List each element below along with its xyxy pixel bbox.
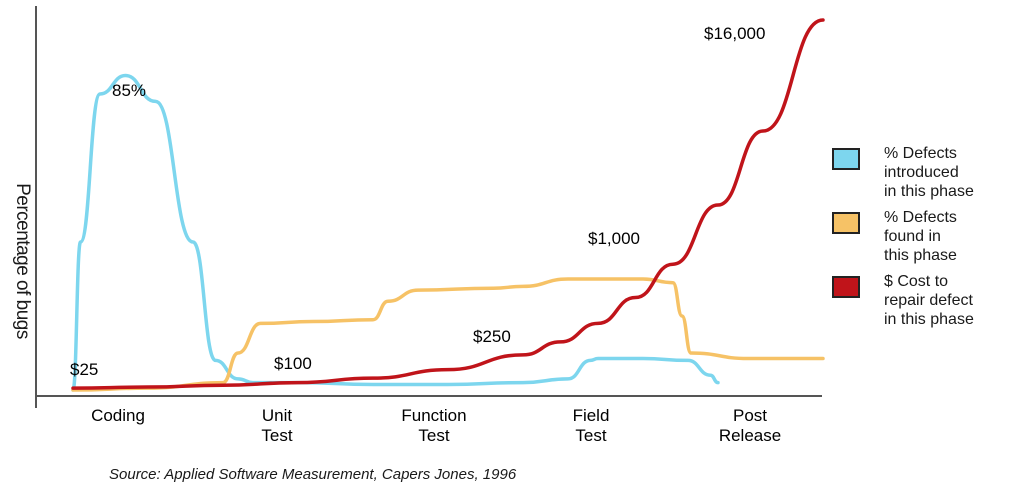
source-caption: Source: Applied Software Measurement, Ca… — [109, 466, 517, 483]
line-defects-found — [71, 277, 825, 392]
annotation-250: $250 — [473, 327, 511, 346]
x-tick-label: Function Test — [401, 406, 466, 445]
annotation-100: $100 — [274, 354, 312, 373]
x-tick-label: Post Release — [719, 406, 781, 445]
annotation-1000: $1,000 — [588, 229, 640, 248]
x-tick-label: Unit Test — [261, 406, 292, 445]
annotation-16000: $16,000 — [704, 24, 765, 43]
legend-label-introduced: % Defects introduced in this phase — [884, 145, 974, 200]
x-tick-label: Coding — [91, 406, 145, 425]
legend-item-found: % Defects found in this phase — [832, 206, 1024, 270]
annotation-25: $25 — [70, 360, 98, 379]
annotation-85pct: 85% — [112, 81, 146, 100]
legend-label-found: % Defects found in this phase — [884, 209, 957, 264]
legend-swatch-found — [832, 212, 860, 234]
legend: % Defects introduced in this phase % Def… — [832, 142, 1024, 334]
line-repair-cost — [71, 18, 825, 390]
legend-item-introduced: % Defects introduced in this phase — [832, 142, 1024, 206]
legend-swatch-cost — [832, 276, 860, 298]
legend-swatch-introduced — [832, 148, 860, 170]
legend-item-cost: $ Cost to repair defect in this phase — [832, 270, 1024, 334]
legend-label-cost: $ Cost to repair defect in this phase — [884, 273, 974, 328]
y-axis-label: Percentage of bugs — [12, 183, 33, 339]
x-tick-label: Field Test — [573, 406, 610, 445]
